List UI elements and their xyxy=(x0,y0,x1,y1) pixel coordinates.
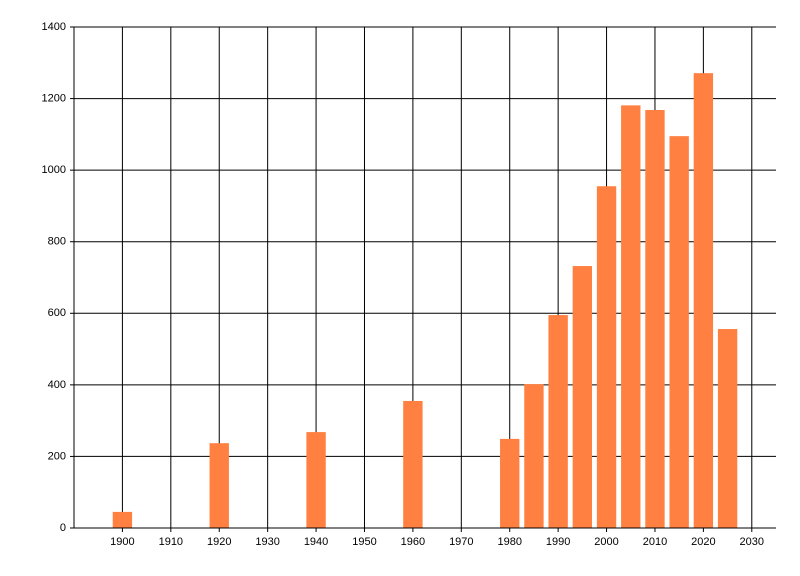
y-tick-label: 200 xyxy=(48,450,66,462)
bar xyxy=(500,438,520,528)
x-tick-label: 2030 xyxy=(740,536,764,548)
bar xyxy=(209,443,229,528)
x-tick-label: 1940 xyxy=(304,536,328,548)
x-tick-label: 1920 xyxy=(207,536,231,548)
x-tick-label: 1930 xyxy=(255,536,279,548)
y-tick-label: 600 xyxy=(48,307,66,319)
x-tick-label: 1950 xyxy=(352,536,376,548)
x-tick-label: 1910 xyxy=(159,536,183,548)
y-tick-label: 400 xyxy=(48,379,66,391)
x-tick-label: 2000 xyxy=(594,536,618,548)
x-tick-label: 1960 xyxy=(401,536,425,548)
bar xyxy=(403,400,423,528)
y-tick-label: 1400 xyxy=(42,21,66,33)
y-tick-label: 1200 xyxy=(42,92,66,104)
y-tick-label: 1000 xyxy=(42,164,66,176)
bar xyxy=(112,511,133,528)
bar xyxy=(645,110,665,528)
bar xyxy=(669,136,689,528)
bar xyxy=(596,186,617,528)
bar xyxy=(524,384,544,528)
bar xyxy=(621,105,641,528)
y-tick-label: 800 xyxy=(48,236,66,248)
x-tick-label: 1980 xyxy=(497,536,521,548)
bar xyxy=(306,432,326,528)
x-tick-label: 2010 xyxy=(643,536,667,548)
bar xyxy=(572,266,593,528)
x-tick-label: 1970 xyxy=(449,536,473,548)
x-tick-label: 1900 xyxy=(110,536,134,548)
bar xyxy=(693,73,714,528)
bar xyxy=(717,329,738,528)
x-tick-label: 1990 xyxy=(546,536,570,548)
y-tick-label: 0 xyxy=(60,522,66,534)
bar xyxy=(548,315,568,528)
x-tick-label: 2020 xyxy=(691,536,715,548)
